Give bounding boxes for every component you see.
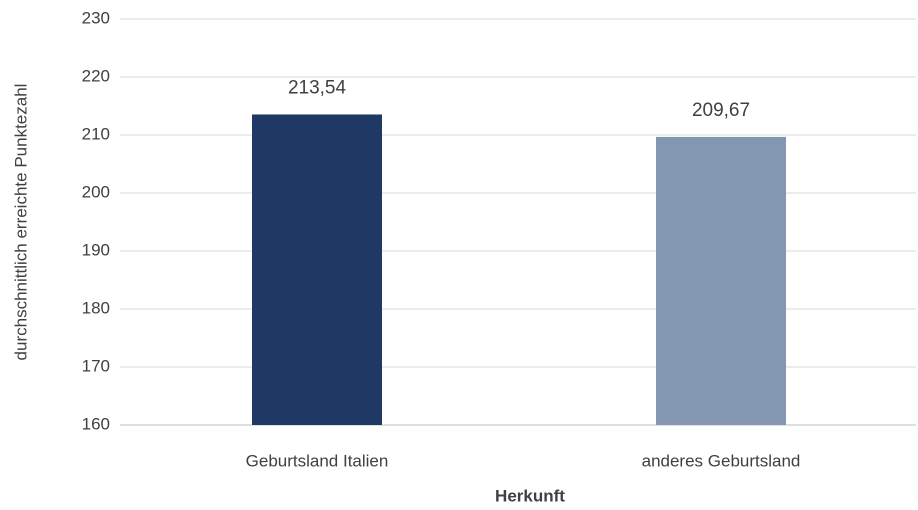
- y-tick-label: 170: [82, 356, 110, 375]
- x-axis-label: Herkunft: [495, 486, 565, 505]
- y-tick-label: 220: [82, 66, 110, 85]
- y-tick-label: 160: [82, 414, 110, 433]
- data-label: 209,67: [692, 100, 750, 121]
- x-tick-label: anderes Geburtsland: [642, 451, 801, 470]
- x-tick-label: Geburtsland Italien: [246, 451, 389, 470]
- bar: [656, 136, 786, 425]
- data-label: 213,54: [288, 77, 347, 98]
- y-tick-label: 230: [82, 8, 110, 27]
- y-axis-label: durchschnittlich erreichte Punktezahl: [11, 84, 30, 361]
- bar: [252, 114, 382, 425]
- y-tick-label: 180: [82, 298, 110, 317]
- y-tick-label: 210: [82, 124, 110, 143]
- y-tick-label: 190: [82, 240, 110, 259]
- y-tick-label: 200: [82, 182, 110, 201]
